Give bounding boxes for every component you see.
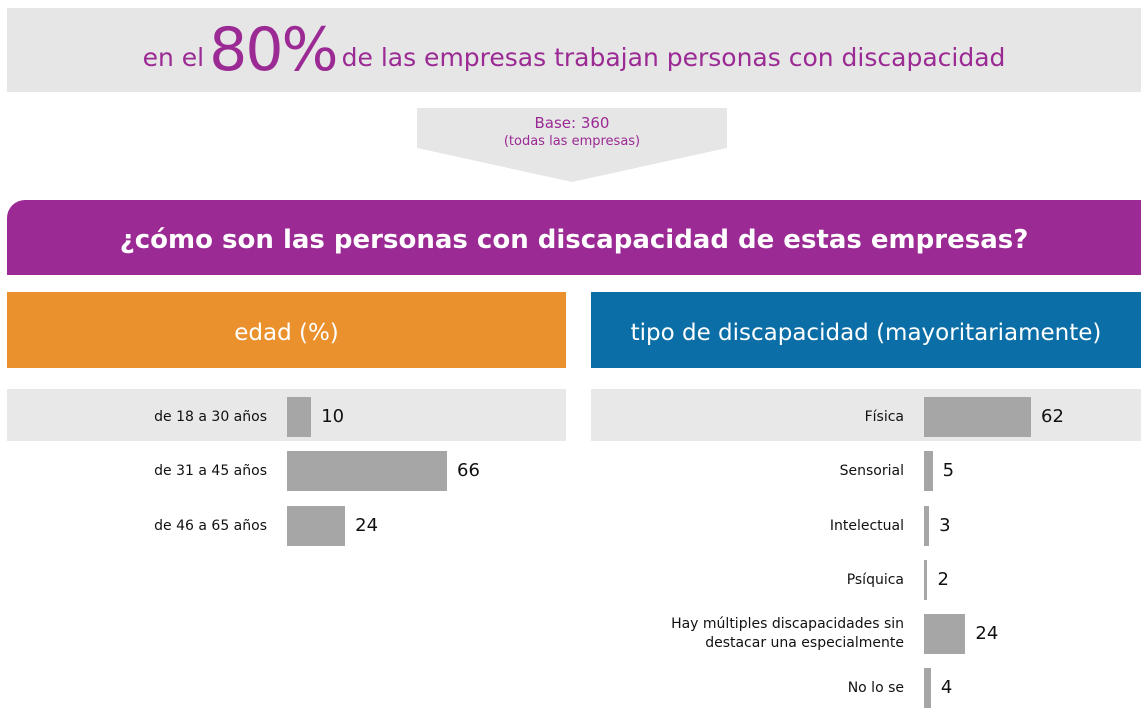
- category-label: Sensorial: [839, 462, 904, 479]
- category-label: Intelectual: [829, 517, 904, 534]
- value-label: 5: [942, 460, 955, 481]
- bar: [287, 506, 346, 546]
- category-label: Psíquica: [846, 571, 904, 588]
- value-label: 24: [975, 623, 999, 644]
- category-label: No lo se: [847, 679, 904, 696]
- category-label: de 46 a 65 años: [154, 517, 267, 534]
- base-label: Base: 360: [534, 114, 610, 132]
- headline: en el 80% de las empresas trabajan perso…: [7, 8, 1141, 92]
- category-label: de 18 a 30 años: [154, 408, 267, 425]
- bar: [287, 451, 447, 491]
- bar: [924, 451, 933, 491]
- base-arrow: [417, 108, 727, 182]
- value-label: 66: [457, 460, 480, 481]
- row-band: [7, 389, 566, 441]
- category-label: Hay múltiples discapacidades sin destaca…: [671, 616, 904, 651]
- base-note: (todas las empresas): [503, 134, 641, 149]
- value-label: 3: [939, 515, 951, 536]
- bar: [924, 614, 966, 654]
- category-label: de 31 a 45 años: [154, 462, 267, 479]
- bar: [924, 560, 928, 600]
- row-band: [591, 389, 1141, 441]
- headline-prefix: en el: [142, 43, 205, 72]
- headline-suffix: de las empresas trabajan personas con di…: [341, 43, 1006, 72]
- bar: [924, 506, 930, 546]
- value-label: 2: [937, 569, 949, 590]
- value-label: 4: [940, 677, 953, 698]
- value-label: 24: [355, 515, 379, 536]
- value-label: 10: [321, 406, 345, 427]
- question-banner: ¿cómo son las personas con discapacidad …: [7, 200, 1141, 275]
- headline-highlight: 80%: [209, 15, 338, 85]
- chart-title: edad (%): [7, 292, 566, 368]
- bar: [924, 668, 931, 708]
- value-label: 62: [1041, 406, 1064, 427]
- bar: [924, 397, 1031, 437]
- category-label: Física: [864, 408, 904, 425]
- bar: [287, 397, 312, 437]
- chart-title: tipo de discapacidad (mayoritariamente): [591, 292, 1141, 368]
